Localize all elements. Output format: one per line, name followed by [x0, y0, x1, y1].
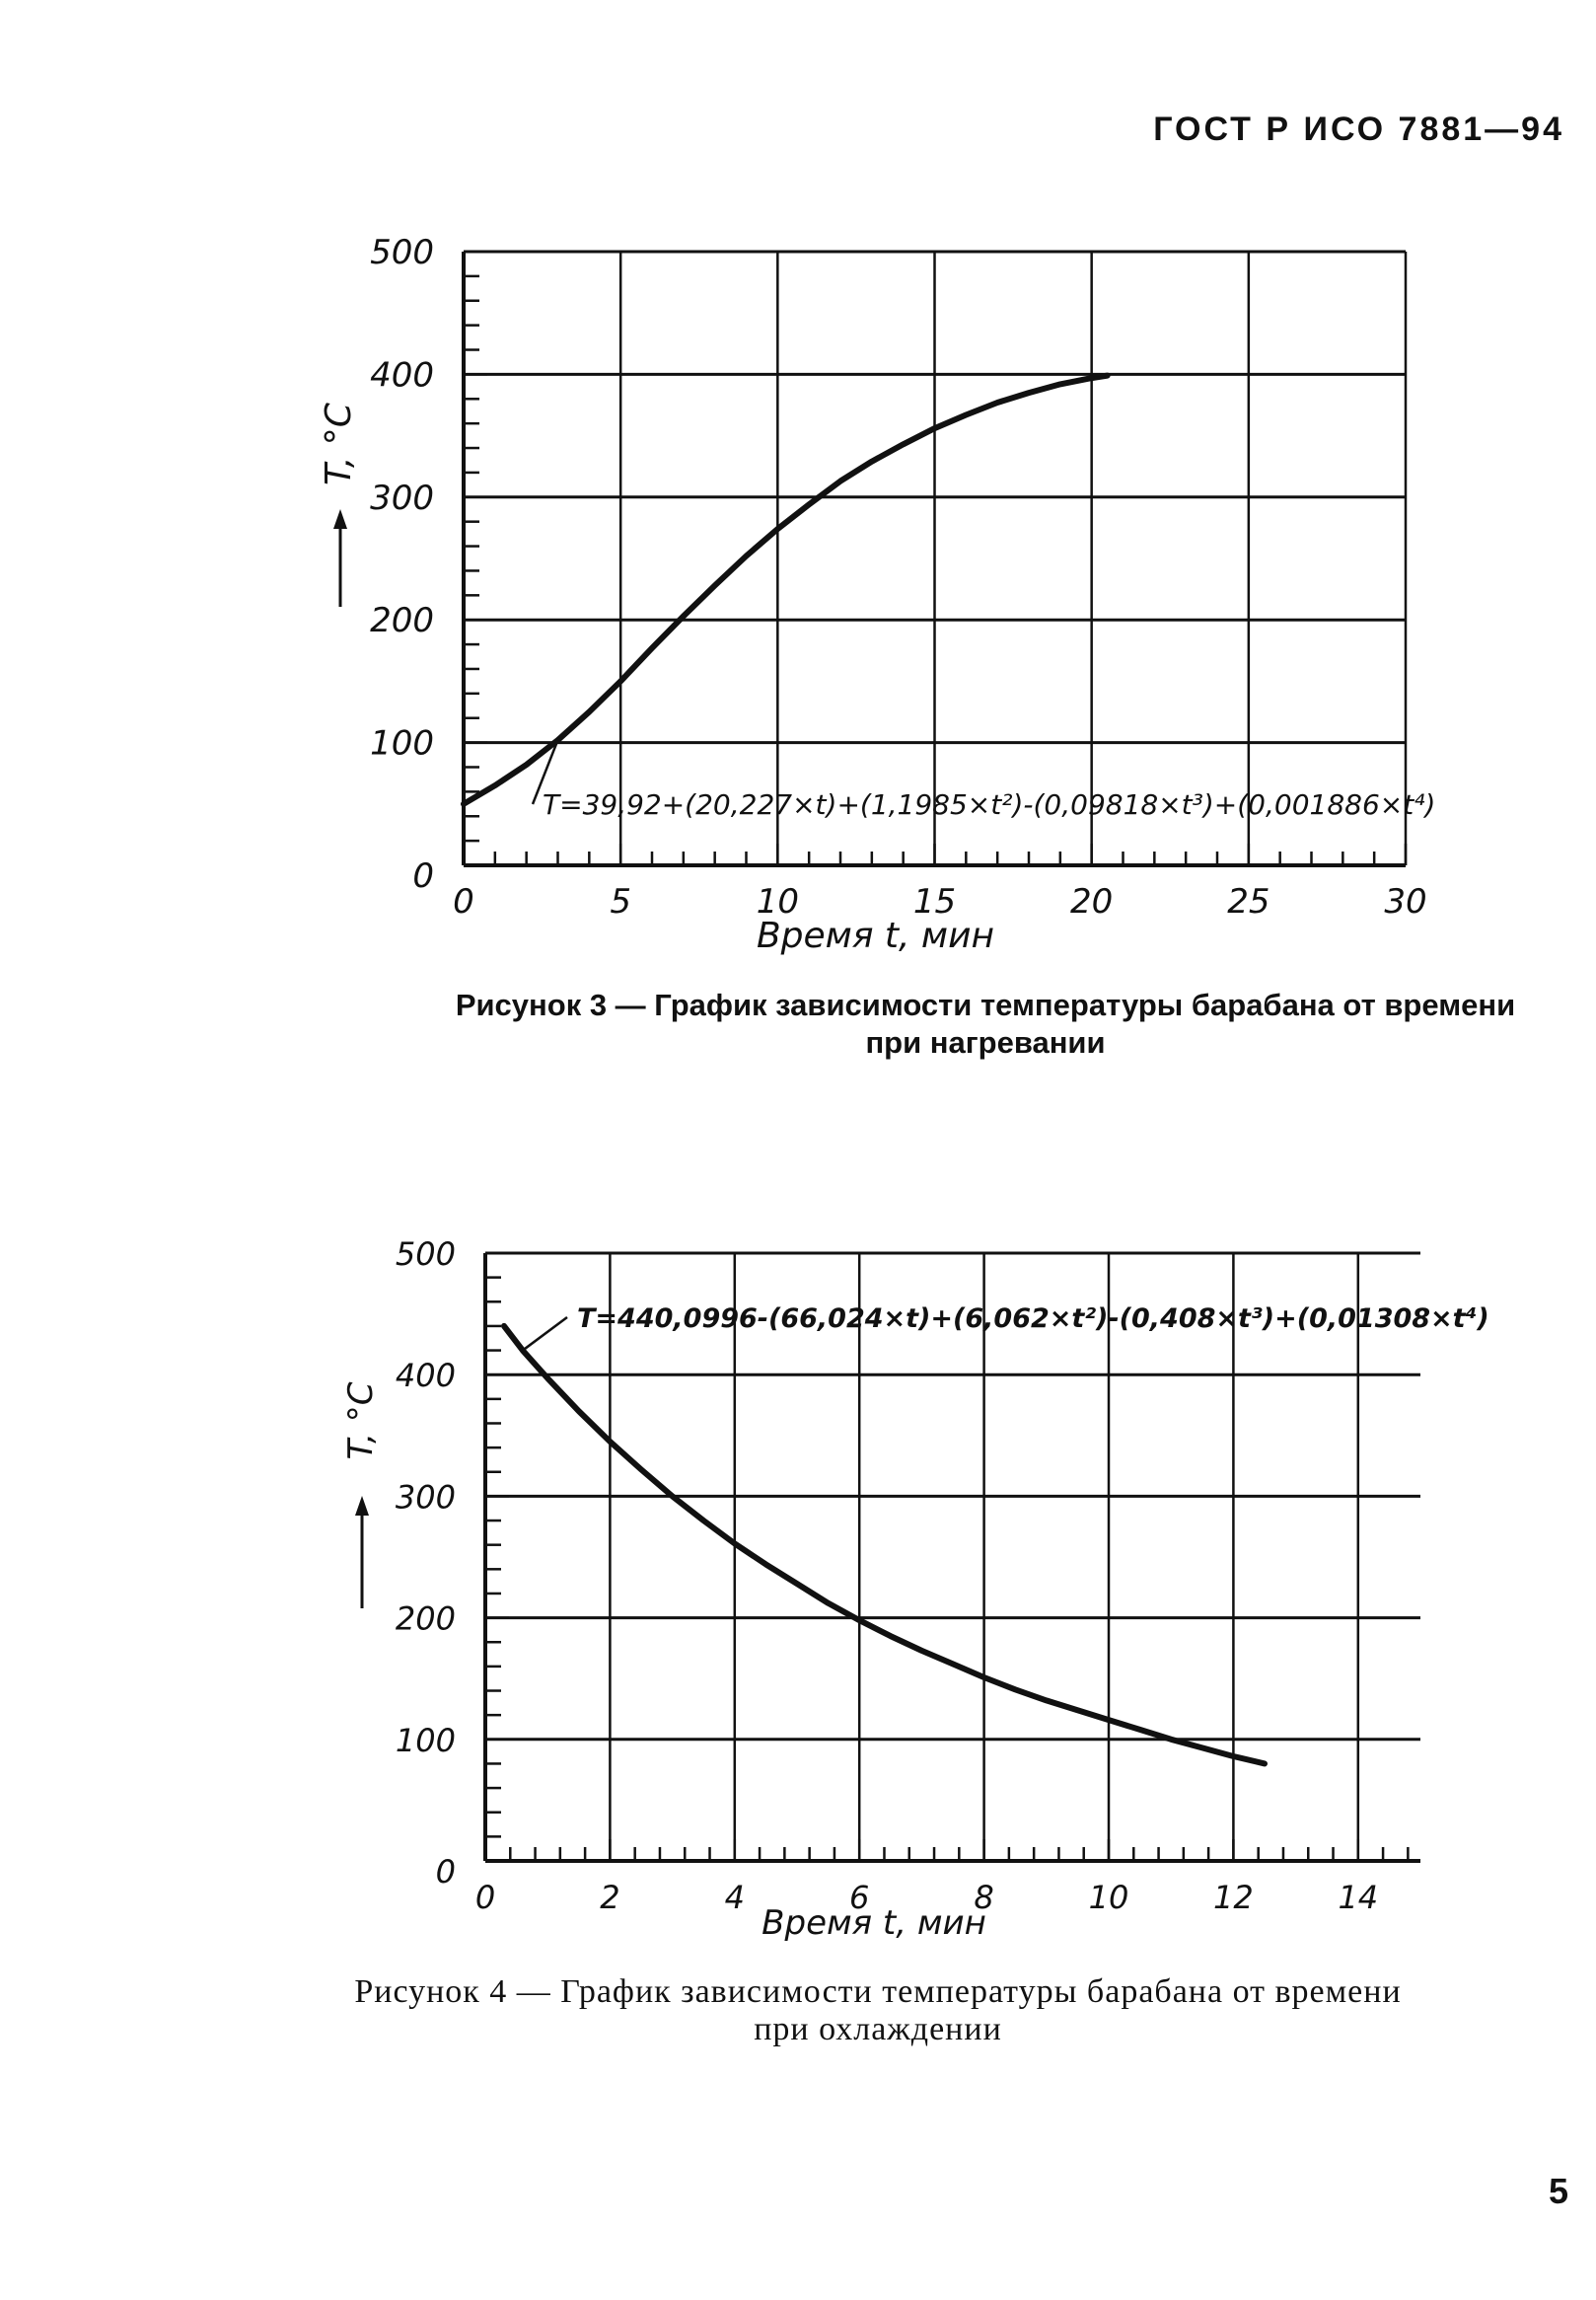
formula-annotation: T=440,0996-(66,024×t)+(6,062×t²)-(0,408×…	[577, 1303, 1489, 1334]
x-tick-label: 6	[849, 1879, 869, 1916]
data-point	[700, 1518, 706, 1523]
data-point	[732, 1540, 738, 1546]
data-point	[744, 554, 749, 559]
data-point	[638, 1466, 644, 1472]
data-point	[1044, 1697, 1050, 1703]
data-point	[1106, 1717, 1112, 1723]
x-tick-label: 4	[725, 1879, 745, 1916]
x-tick-label: 5	[610, 882, 631, 922]
y-tick-label: 200	[370, 601, 434, 640]
data-point	[607, 1439, 613, 1445]
data-point	[712, 582, 718, 588]
data-point	[1168, 1737, 1174, 1743]
data-point	[1026, 390, 1032, 396]
data-point	[837, 479, 843, 484]
y-tick-label: 200	[396, 1600, 456, 1638]
y-tick-label: 300	[370, 479, 434, 518]
x-tick-label: 12	[1213, 1879, 1254, 1916]
data-point	[524, 762, 530, 768]
formula-annotation: T=39,92+(20,227×t)+(1,1985×t²)-(0,09818×…	[543, 788, 1435, 821]
figure-4-cooling-chart: 0 2 4 6 8 10 12 14 0 100 200 300 400 500 Время t, мин T…	[341, 1235, 1489, 1943]
data-point	[806, 501, 812, 507]
data-point	[994, 400, 1000, 406]
x-tick-label: 25	[1227, 882, 1270, 922]
data-point	[774, 526, 780, 532]
figure-4-caption-line2: при охлаждении	[754, 2011, 1002, 2047]
data-point	[617, 678, 623, 684]
data-point	[576, 1408, 582, 1414]
document-code-header: ГОСТ Р ИСО 7881—94	[1153, 111, 1564, 148]
x-tick-label: 10	[757, 882, 799, 922]
data-point	[869, 459, 875, 465]
data-point	[586, 709, 592, 714]
data-point	[681, 613, 687, 619]
data-point	[981, 1674, 987, 1680]
data-point	[826, 1600, 832, 1606]
data-point	[492, 782, 498, 788]
y-axis-arrow-head	[333, 509, 347, 529]
x-tick-label: 8	[974, 1879, 993, 1916]
x-tick-label: 30	[1384, 882, 1426, 922]
data-point	[1074, 1707, 1080, 1713]
page-number: 5	[1548, 2171, 1568, 2211]
data-point	[670, 1493, 676, 1499]
x-axis-label: Время t, мин	[757, 916, 994, 956]
x-tick-label: 10	[1089, 1879, 1129, 1916]
x-axis-label: Время t, мин	[762, 1903, 986, 1943]
data-point	[1012, 1686, 1018, 1692]
annotation-leader-line	[531, 739, 559, 805]
figure-3-caption-line2: при нагревании	[865, 1025, 1106, 1060]
data-point	[544, 1375, 550, 1381]
data-point	[888, 1633, 894, 1639]
data-point	[461, 801, 467, 807]
data-point	[1057, 381, 1063, 387]
data-point	[762, 1561, 768, 1567]
data-point	[963, 411, 969, 417]
y-tick-label: 400	[370, 355, 434, 395]
data-point	[649, 645, 655, 651]
figure-3-caption-line1: Рисунок 3 — График зависимости температу…	[455, 988, 1516, 1022]
y-axis-label: T, °C	[319, 402, 359, 485]
data-point	[950, 1661, 956, 1667]
figure-4-caption-line1: Рисунок 4 — График зависимости температу…	[354, 1973, 1402, 2010]
x-tick-label: 0	[453, 882, 474, 922]
data-point	[1262, 1760, 1268, 1766]
y-tick-label: 0	[412, 856, 434, 896]
y-tick-label: 500	[396, 1235, 456, 1273]
y-tick-label: 500	[370, 233, 434, 272]
y-tick-label: 300	[396, 1478, 456, 1516]
temperature-curve	[461, 372, 1111, 807]
data-point	[901, 441, 907, 447]
temperature-curve	[501, 1322, 1268, 1767]
data-point	[918, 1648, 924, 1654]
data-point	[1137, 1727, 1143, 1733]
figure-3-caption: Рисунок 3 — График зависимости температу…	[375, 987, 1596, 1062]
data-point	[932, 425, 937, 431]
y-axis-arrow-head	[355, 1496, 369, 1516]
data-point	[501, 1323, 507, 1329]
data-point	[1199, 1744, 1205, 1750]
y-tick-label: 100	[396, 1722, 456, 1759]
x-tick-label: 2	[600, 1879, 619, 1916]
data-point	[1230, 1753, 1236, 1759]
data-point	[856, 1617, 862, 1623]
data-point	[794, 1581, 800, 1587]
x-tick-label: 14	[1338, 1879, 1378, 1916]
y-axis-label: T, °C	[341, 1381, 381, 1459]
y-tick-label: 0	[436, 1853, 456, 1891]
data-point	[1089, 375, 1095, 381]
y-tick-label: 100	[370, 724, 434, 764]
x-tick-label: 20	[1070, 882, 1113, 922]
figure-4-caption: Рисунок 4 — График зависимости температу…	[256, 1973, 1499, 2048]
y-tick-label: 400	[396, 1357, 456, 1394]
x-tick-label: 15	[913, 882, 956, 922]
data-point	[1105, 373, 1111, 379]
x-tick-label: 0	[475, 1879, 495, 1916]
annotation-leader-line	[522, 1315, 568, 1352]
